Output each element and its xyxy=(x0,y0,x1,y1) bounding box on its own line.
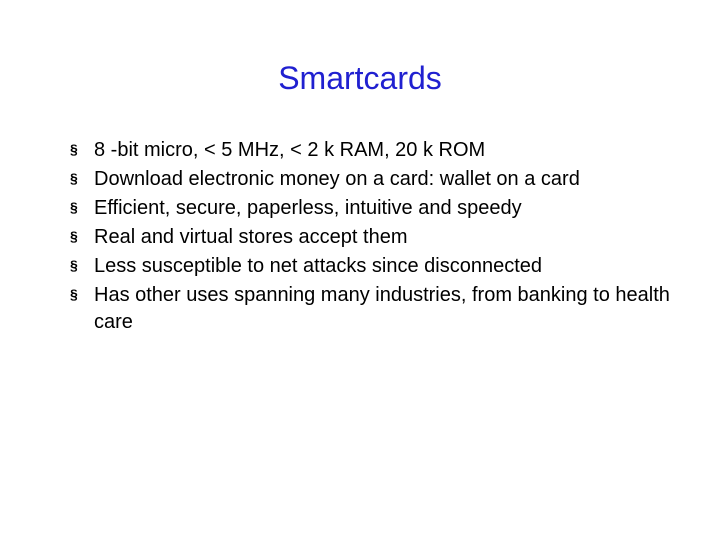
bullet-icon: § xyxy=(70,253,94,275)
list-item: § Efficient, secure, paperless, intuitiv… xyxy=(70,195,670,222)
list-item: § Real and virtual stores accept them xyxy=(70,224,670,251)
slide-container: Smartcards § 8 -bit micro, < 5 MHz, < 2 … xyxy=(0,0,720,540)
bullet-text: Efficient, secure, paperless, intuitive … xyxy=(94,195,670,222)
list-item: § Download electronic money on a card: w… xyxy=(70,166,670,193)
list-item: § 8 -bit micro, < 5 MHz, < 2 k RAM, 20 k… xyxy=(70,137,670,164)
bullet-icon: § xyxy=(70,137,94,159)
bullet-icon: § xyxy=(70,224,94,246)
bullet-text: Less susceptible to net attacks since di… xyxy=(94,253,670,280)
bullet-text: Download electronic money on a card: wal… xyxy=(94,166,670,193)
bullet-icon: § xyxy=(70,166,94,188)
list-item: § Has other uses spanning many industrie… xyxy=(70,282,670,336)
bullet-text: 8 -bit micro, < 5 MHz, < 2 k RAM, 20 k R… xyxy=(94,137,670,164)
bullet-icon: § xyxy=(70,282,94,304)
bullet-text: Real and virtual stores accept them xyxy=(94,224,670,251)
bullet-icon: § xyxy=(70,195,94,217)
bullet-list: § 8 -bit micro, < 5 MHz, < 2 k RAM, 20 k… xyxy=(50,137,670,336)
slide-title: Smartcards xyxy=(50,60,670,97)
bullet-text: Has other uses spanning many industries,… xyxy=(94,282,670,336)
list-item: § Less susceptible to net attacks since … xyxy=(70,253,670,280)
